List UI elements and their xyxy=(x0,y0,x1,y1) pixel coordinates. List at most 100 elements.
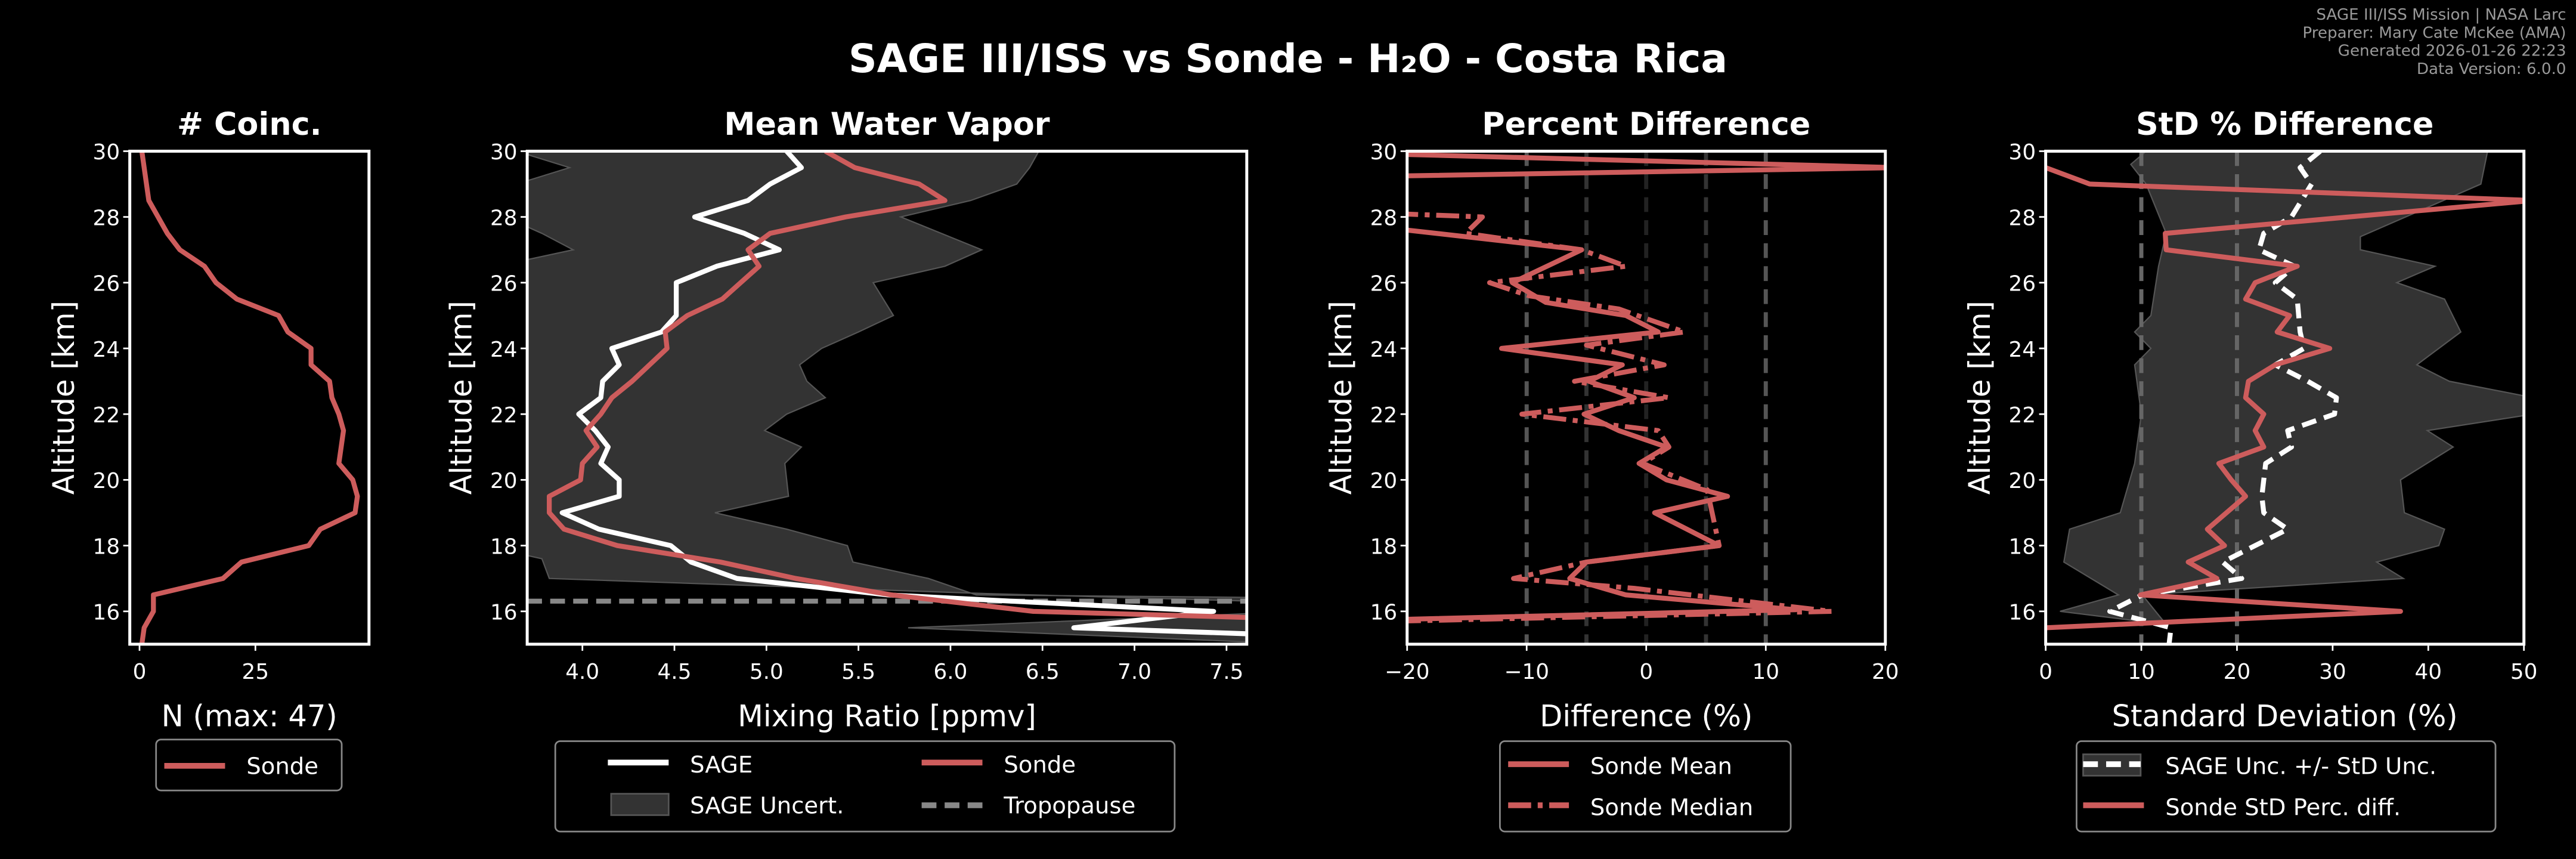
y-tick-label: 22 xyxy=(2009,403,2036,428)
y-tick-label: 24 xyxy=(93,338,120,362)
y-tick-label: 30 xyxy=(93,140,120,165)
legend-uncert-label: SAGE Uncert. xyxy=(690,793,844,820)
y-tick-label: 30 xyxy=(490,140,518,165)
legend-sonde-label: Sonde xyxy=(1004,752,1076,778)
axes-frame xyxy=(525,149,1249,646)
panel-title: StD % Difference xyxy=(2136,106,2433,143)
x-tick-label: 30 xyxy=(2319,660,2346,684)
uncertainty-band xyxy=(527,151,1247,602)
y-tick-label: 16 xyxy=(2009,601,2036,625)
x-tick-label: 0 xyxy=(2039,660,2052,684)
axes-frame xyxy=(2044,149,2526,646)
x-tick-label: 25 xyxy=(242,660,270,684)
x-tick-label: 50 xyxy=(2510,660,2538,684)
x-tick-label: 10 xyxy=(2128,660,2155,684)
series-sage-unc-std-unc- xyxy=(2107,151,2339,644)
y-tick-label: 24 xyxy=(2009,338,2036,362)
series-sage xyxy=(559,151,1247,636)
y-axis-label: Altitude [km] xyxy=(47,301,81,495)
y-tick-label: 22 xyxy=(490,403,518,428)
y-tick-label: 24 xyxy=(1370,338,1398,362)
series-sonde-median xyxy=(1407,211,1834,624)
panel-4: 16 18 20 22 24 26 28 30 0 10 20 30 40 50 StD % Differe… xyxy=(1962,106,2537,734)
y-tick-label: 20 xyxy=(2009,469,2036,493)
y-tick-label: 30 xyxy=(1370,140,1398,165)
legend-frame xyxy=(1499,740,1792,833)
y-tick-label: 16 xyxy=(490,601,518,625)
plot-area xyxy=(139,151,360,644)
y-tick-label: 20 xyxy=(93,469,120,493)
x-tick-label: 20 xyxy=(1872,660,1899,684)
legend-coinc: Sonde xyxy=(155,739,343,792)
y-tick-label: 18 xyxy=(93,534,120,559)
y-tick-label: 18 xyxy=(2009,534,2036,559)
meta-mission: SAGE III/ISS Mission | NASA Larc xyxy=(2316,6,2566,24)
x-tick-label: 7.0 xyxy=(1117,660,1151,684)
y-tick-label: 20 xyxy=(1370,469,1398,493)
y-tick-label: 26 xyxy=(490,272,518,296)
legend-frame xyxy=(2076,740,2497,833)
y-tick-label: 16 xyxy=(93,601,120,625)
x-tick-label: 4.0 xyxy=(565,660,599,684)
legend-std-diff: SAGE Unc. +/- StD Unc. Sonde StD Perc. d… xyxy=(2076,740,2497,833)
series-sonde-mean xyxy=(1407,227,1798,622)
x-tick-label: 4.5 xyxy=(658,660,692,684)
legend-percent-diff: Sonde Mean Sonde Median xyxy=(1499,740,1792,833)
legend-frame xyxy=(155,739,343,792)
panel-title: Percent Difference xyxy=(1482,106,1810,143)
series-sonde-std-perc-diff- xyxy=(2045,165,2524,631)
panel-2: 16 18 20 22 24 26 28 30 4.0 4.5 5.0 5.5 6.0 6.5 7.0 7.5… xyxy=(444,106,1249,734)
x-axis-label: Mixing Ratio [ppmv] xyxy=(738,699,1036,734)
y-tick-label: 16 xyxy=(1370,601,1398,625)
y-tick-label: 22 xyxy=(1370,403,1398,428)
y-axis-label: Altitude [km] xyxy=(444,301,478,495)
y-tick-label: 28 xyxy=(2009,206,2036,230)
legend-median-label: Sonde Median xyxy=(1590,794,1753,821)
panels: 16 18 20 22 24 26 28 30 0 25 # Coinc. N (max: 47) Al… xyxy=(47,106,2537,734)
x-tick-label: 5.5 xyxy=(841,660,875,684)
legend-sage-label: SAGE xyxy=(690,752,753,778)
plot-area xyxy=(1407,151,1885,644)
x-tick-label: 20 xyxy=(2224,660,2251,684)
panel-1: 16 18 20 22 24 26 28 30 0 25 # Coinc. N (max: 47) Al… xyxy=(47,106,371,734)
plot-area xyxy=(527,151,1247,643)
series-sonde xyxy=(547,151,1247,620)
legend-frame xyxy=(554,740,1176,833)
y-tick-label: 24 xyxy=(490,338,518,362)
legend-sage-unc-label: SAGE Unc. +/- StD Unc. xyxy=(2165,753,2436,780)
plot-area xyxy=(2045,151,2524,644)
legend-water-vapor: SAGE Sonde SAGE Uncert. Tropopause xyxy=(554,740,1176,833)
y-tick-label: 30 xyxy=(2009,140,2036,165)
legend-mean-label: Sonde Mean xyxy=(1590,753,1732,780)
panel-title: Mean Water Vapor xyxy=(724,106,1049,143)
x-axis-label: Standard Deviation (%) xyxy=(2112,699,2458,734)
y-tick-label: 26 xyxy=(1370,272,1398,296)
panel-title: # Coinc. xyxy=(177,106,322,143)
meta-generated: Generated 2026-01-26 22:23 xyxy=(2338,42,2566,60)
x-tick-label: 6.0 xyxy=(933,660,967,684)
y-tick-label: 20 xyxy=(490,469,518,493)
x-tick-label: 10 xyxy=(1752,660,1779,684)
y-axis-label: Altitude [km] xyxy=(1962,301,1997,495)
x-tick-label: 40 xyxy=(2414,660,2442,684)
y-tick-label: 26 xyxy=(2009,272,2036,296)
x-tick-label: −20 xyxy=(1385,660,1430,684)
legend-sonde-label: Sonde xyxy=(246,753,318,780)
y-tick-label: 18 xyxy=(1370,534,1398,559)
meta-version: Data Version: 6.0.0 xyxy=(2417,60,2566,78)
y-tick-label: 28 xyxy=(93,206,120,230)
y-axis-label: Altitude [km] xyxy=(1324,301,1358,495)
y-tick-label: 26 xyxy=(93,272,120,296)
series-sonde-mean xyxy=(1407,152,1885,178)
y-tick-label: 28 xyxy=(1370,206,1398,230)
legend-sonde-std-label: Sonde StD Perc. diff. xyxy=(2165,794,2401,821)
axes-frame xyxy=(128,149,371,646)
series-sonde xyxy=(139,151,360,644)
x-tick-label: 6.5 xyxy=(1026,660,1060,684)
x-tick-label: 5.0 xyxy=(750,660,784,684)
x-tick-label: 7.5 xyxy=(1209,660,1243,684)
y-tick-label: 22 xyxy=(93,403,120,428)
y-tick-label: 28 xyxy=(490,206,518,230)
legend-tropopause-label: Tropopause xyxy=(1003,793,1135,820)
meta-preparer: Preparer: Mary Cate McKee (AMA) xyxy=(2302,24,2566,42)
